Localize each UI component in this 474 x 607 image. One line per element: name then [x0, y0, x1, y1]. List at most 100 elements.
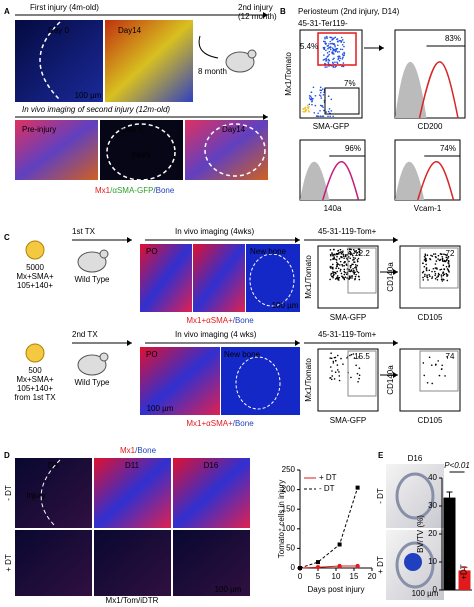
flow-dot [329, 249, 332, 251]
label: Pre-injury [22, 125, 56, 134]
flow-dot [427, 279, 429, 281]
flow-dot [332, 253, 335, 256]
flow-dot [334, 271, 337, 274]
flow-dot [341, 53, 344, 55]
flow-dot [358, 356, 360, 358]
label: Wild Type [75, 275, 111, 284]
flow-dot [340, 252, 343, 255]
flow-dot [319, 89, 322, 92]
flow-dot [328, 108, 331, 110]
flow-dot [335, 65, 337, 68]
flow-dot [343, 264, 345, 267]
flow-dot [312, 86, 315, 89]
flow-dot [302, 107, 305, 110]
flow-dot [329, 266, 331, 268]
flow-dot [353, 250, 356, 253]
label: 45-31-119-Tom+ [318, 330, 377, 339]
flow-dot [335, 258, 337, 261]
label: from 1st TX [14, 393, 56, 402]
flow-dot [330, 352, 332, 354]
flow-dot [329, 115, 331, 118]
flow-dot [343, 41, 345, 44]
mouse-icon [225, 51, 255, 73]
micrograph [221, 347, 300, 415]
flow-dot [329, 46, 332, 48]
flow-dot [434, 255, 437, 258]
flow-dot [353, 269, 355, 272]
flow-dot [313, 112, 316, 114]
flow-dot [341, 48, 344, 51]
flow-dot [327, 63, 330, 65]
flow-dot [336, 270, 339, 273]
label: D16 [408, 454, 423, 463]
flow-dot [447, 257, 449, 259]
flow-dot [423, 374, 426, 377]
flow-dot [332, 275, 334, 277]
gate [317, 32, 357, 66]
legend-entry: /Bone [233, 419, 254, 428]
flow-dot [439, 259, 441, 261]
flow-dot [342, 363, 344, 365]
flow-dot [431, 382, 434, 385]
flow-dot [340, 256, 342, 258]
flow-dot [349, 270, 352, 273]
flow-dot [342, 255, 345, 258]
flow-dot [425, 269, 428, 272]
label: - DT [376, 488, 385, 504]
legend-entry: Mx1+αSMA+ [186, 419, 233, 428]
flow-dot [421, 271, 424, 274]
arrow-head [127, 237, 132, 243]
y-axis-label: Tomato⁺ cells in injury [277, 480, 286, 558]
cell-icon [25, 240, 45, 260]
flow-dot [348, 250, 351, 253]
label: Day14 [118, 26, 142, 35]
flow-dot [332, 58, 334, 61]
label: CD140a [386, 262, 395, 292]
flow-dot [329, 48, 332, 51]
flow-dot [323, 58, 326, 61]
flow-dot [334, 45, 336, 48]
label: D11 [125, 461, 140, 470]
flow-dot [345, 263, 348, 266]
flow-dot [431, 255, 434, 257]
flow-dot [447, 262, 449, 264]
label: 74% [440, 144, 456, 153]
label: 105+140+ [17, 384, 53, 393]
label: B [280, 7, 286, 16]
y-axis-label: BV/TV (%) [416, 515, 425, 553]
label: 74 [446, 352, 455, 361]
flow-dot [330, 98, 333, 101]
flow-dot [351, 253, 353, 255]
flow-dot [319, 115, 322, 118]
flow-dot [325, 57, 327, 60]
y-tick-label: 50 [286, 544, 295, 553]
micrograph [246, 244, 300, 312]
data-point [298, 566, 302, 570]
gate [347, 350, 377, 397]
flow-dot [343, 54, 345, 57]
flow-dot [428, 356, 431, 359]
flow-dot [431, 277, 433, 280]
flow-dot [308, 97, 311, 99]
flow-plot [399, 348, 461, 412]
flow-dot [330, 378, 333, 381]
x-tick-label: 15 [350, 572, 359, 581]
flow-dot [342, 277, 345, 279]
label: 100 µm [75, 91, 102, 100]
mouse-icon [77, 251, 107, 273]
flow-dot [337, 40, 339, 43]
y-tick-label: 10 [428, 557, 437, 566]
data-point [337, 563, 342, 569]
label: SMA-GFP [330, 313, 366, 322]
flow-dot [423, 275, 426, 277]
label: 96% [345, 144, 361, 153]
flow-dot [303, 111, 305, 113]
flow-dot [351, 277, 353, 279]
flow-dot [331, 47, 334, 50]
flow-dot [430, 364, 433, 366]
flow-dot [343, 257, 345, 259]
label: 45-31-Ter119- [298, 19, 348, 28]
flow-dot [328, 53, 331, 56]
flow-dot [339, 270, 342, 272]
